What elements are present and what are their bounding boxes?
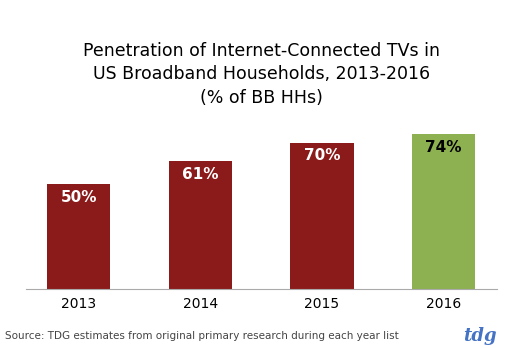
Text: 70%: 70% [304,148,340,163]
Bar [290,143,354,289]
Text: 74%: 74% [425,140,462,155]
Title: Penetration of Internet-Connected TVs in
US Broadband Households, 2013-2016
(% o: Penetration of Internet-Connected TVs in… [82,42,440,107]
Bar [47,184,110,289]
Bar [168,161,232,289]
Text: 61%: 61% [182,167,219,182]
Text: Source: TDG estimates from original primary research during each year list: Source: TDG estimates from original prim… [5,331,399,341]
Text: tdg: tdg [463,326,497,345]
Text: 50%: 50% [60,190,97,205]
Bar [412,134,475,289]
